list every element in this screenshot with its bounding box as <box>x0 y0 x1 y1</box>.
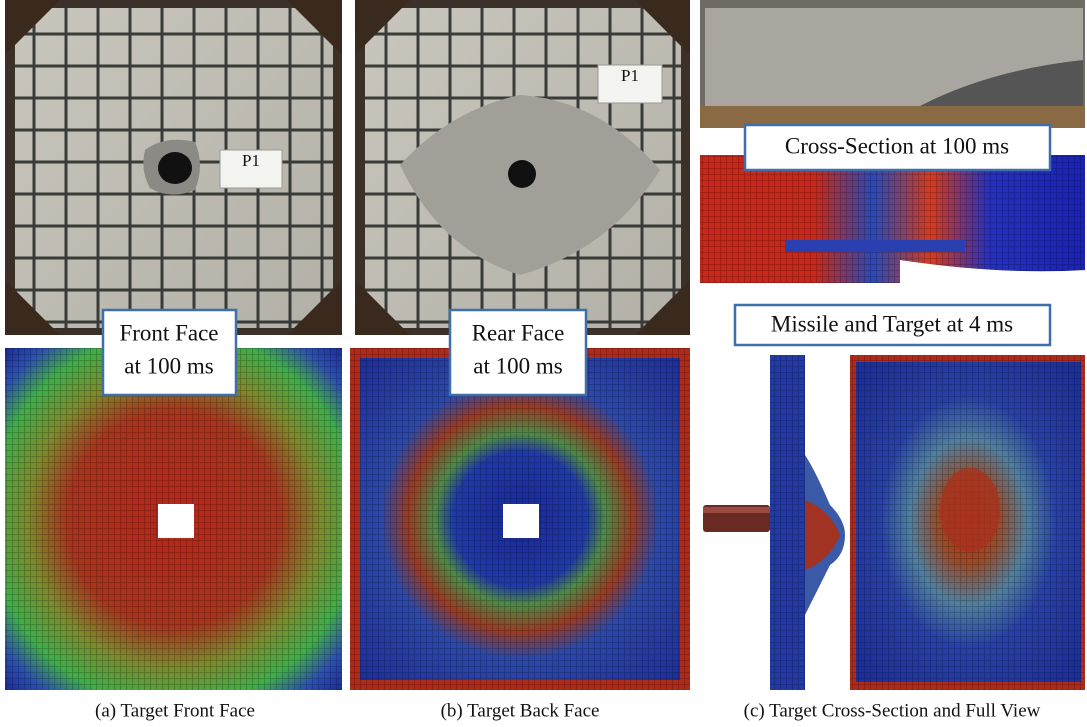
photo-label: P1 <box>621 66 639 85</box>
cross-section-simulation <box>700 155 1085 283</box>
front-simulation <box>5 348 342 690</box>
full-view-simulation <box>850 355 1085 690</box>
front-photo: P1 <box>5 0 342 335</box>
caption: (c) Target Cross-Section and Full View <box>744 700 1041 721</box>
side-view-simulation <box>703 355 845 690</box>
caption: (a) Target Front Face <box>95 700 255 721</box>
photo-label: P1 <box>242 151 260 170</box>
rear-photo: P1 <box>355 0 690 335</box>
overlay-label: at 100 ms <box>124 353 213 378</box>
page: {"panels": [ {"caption": "(a) Target Fro… <box>0 0 1087 727</box>
rear-simulation <box>350 348 690 690</box>
overlay-label: Cross-Section at 100 ms <box>785 133 1009 158</box>
cross-section-photo <box>700 0 1085 128</box>
caption: (b) Target Back Face <box>441 700 600 721</box>
overlay-label: Missile and Target at 4 ms <box>771 311 1013 336</box>
overlay-label: Front Face <box>119 320 218 345</box>
overlay-label: Rear Face <box>472 320 565 345</box>
figure: P1 Front Face at 100 ms (a) Target Front… <box>0 0 1087 727</box>
overlay-label: at 100 ms <box>473 353 562 378</box>
